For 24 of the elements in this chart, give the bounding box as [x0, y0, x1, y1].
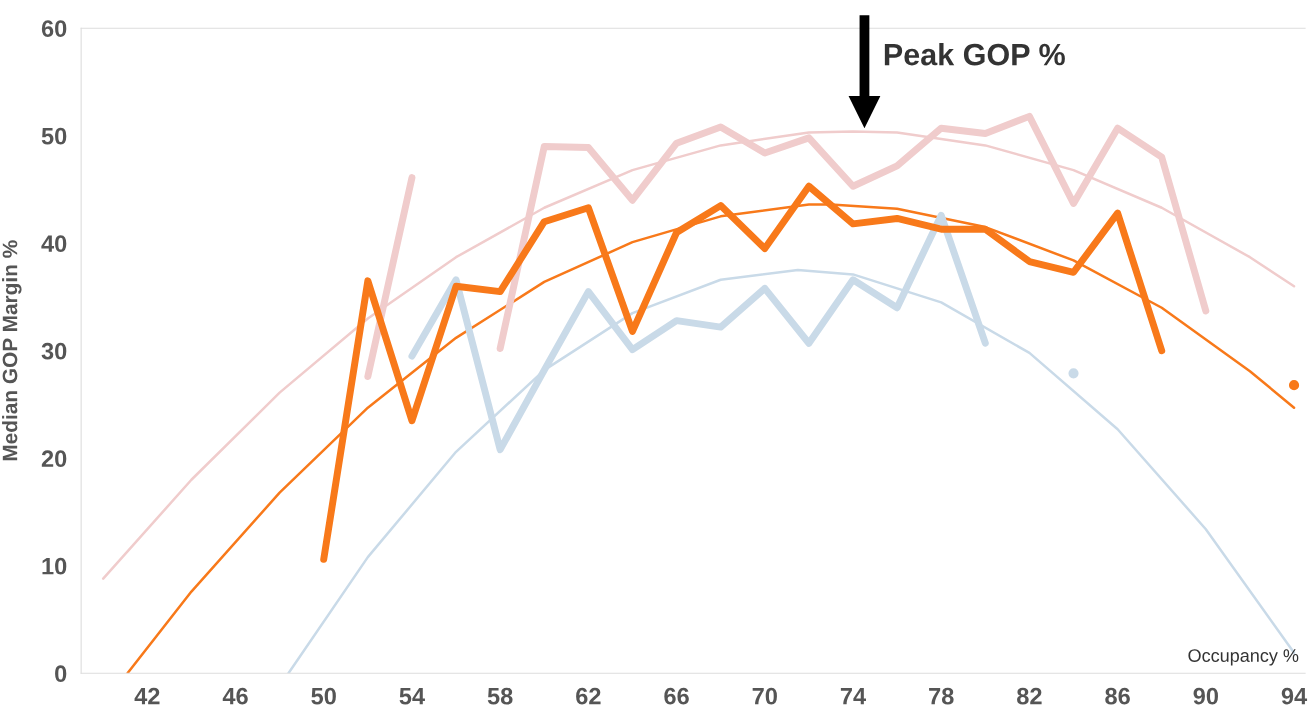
x-tick-label: 86: [1105, 687, 1130, 705]
y-tick-label: 20: [41, 450, 67, 468]
y-tick-label: 40: [41, 235, 67, 253]
x-tick-label: 46: [222, 687, 248, 705]
x-tick-label: 70: [752, 687, 777, 705]
x-tick-label: 50: [311, 687, 336, 705]
y-tick-label: 50: [41, 127, 67, 145]
x-tick-label: 82: [1017, 687, 1042, 705]
x-tick-label: 62: [576, 687, 601, 705]
x-tick-label: 54: [399, 688, 425, 705]
y-tick-label: 60: [41, 20, 67, 37]
x-tick-label: 94: [1281, 687, 1308, 705]
x-axis-title: Occupancy %: [1188, 649, 1299, 666]
y-axis-title: Median GOP Margin %: [2, 240, 22, 461]
annotation: Peak GOP %: [884, 42, 1065, 66]
x-tick-label: 74: [840, 688, 866, 705]
y-tick-label: 10: [42, 557, 67, 575]
x-tick-label: 42: [134, 687, 160, 705]
x-tick-label: 58: [487, 687, 513, 705]
x-tick-label: 90: [1193, 687, 1218, 705]
y-tick-label: 30: [41, 342, 67, 360]
x-tick-label: 78: [929, 687, 954, 705]
x-tick-label: 66: [664, 687, 689, 705]
y-tick-label: 0: [55, 665, 67, 683]
